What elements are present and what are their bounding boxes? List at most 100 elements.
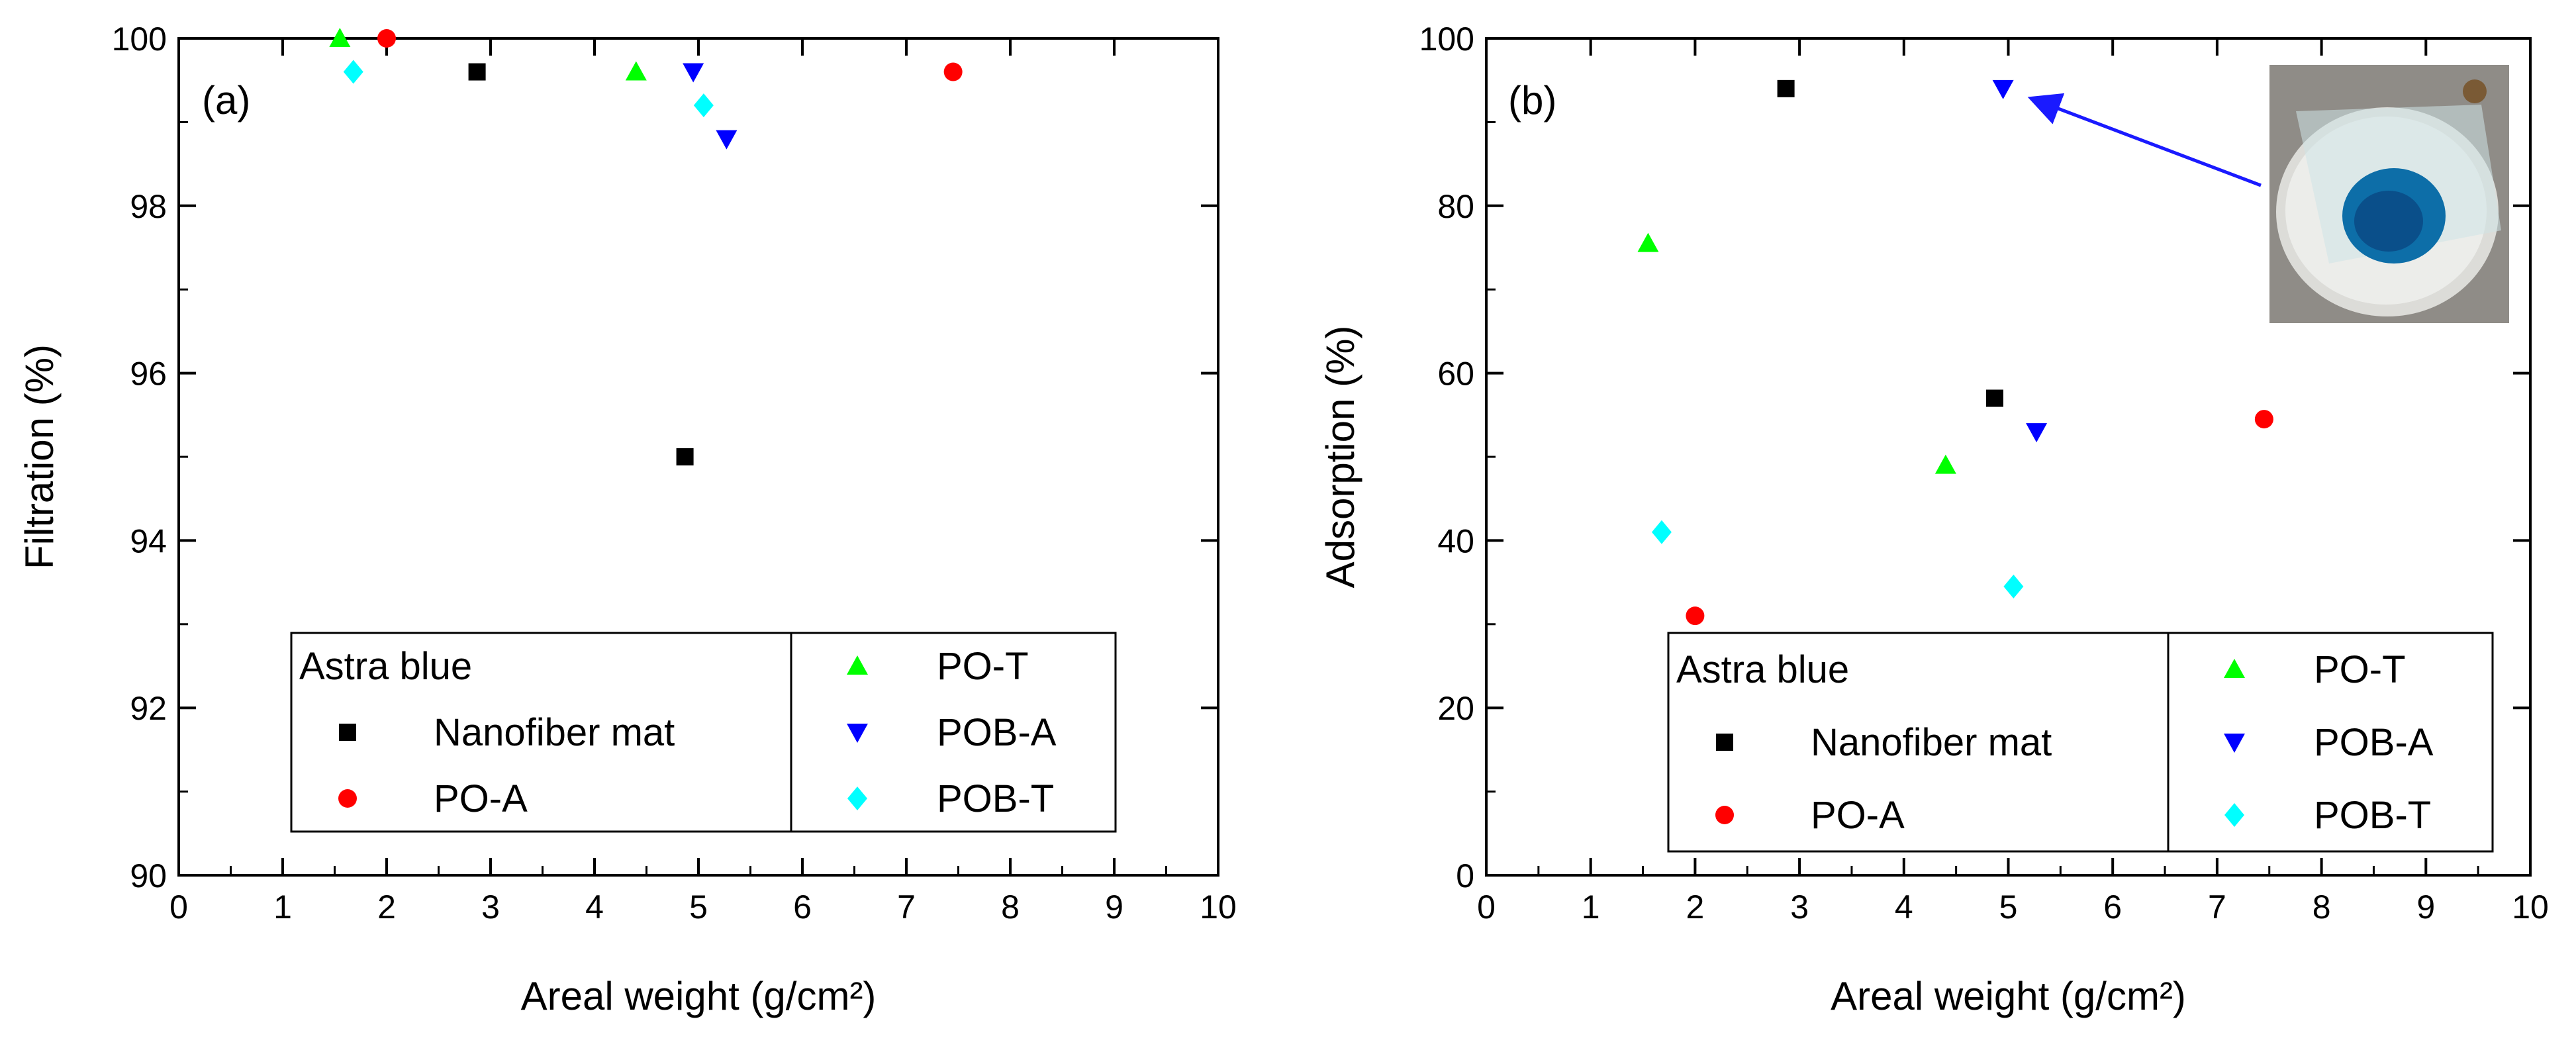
legend-label: POB-T bbox=[937, 777, 1054, 820]
series-pob-t bbox=[343, 60, 714, 118]
legend-marker bbox=[847, 655, 868, 675]
data-point bbox=[693, 93, 714, 118]
x-tick-label: 3 bbox=[1790, 888, 1809, 926]
data-point bbox=[343, 60, 363, 84]
series-po-t bbox=[329, 28, 647, 81]
annotation-arrow bbox=[2027, 93, 2262, 187]
legend-marker bbox=[1715, 806, 1734, 824]
data-point bbox=[943, 62, 963, 81]
x-tick-label: 10 bbox=[2512, 888, 2549, 926]
y-tick-label: 92 bbox=[130, 690, 167, 727]
series-pob-a bbox=[1992, 79, 2048, 443]
data-point bbox=[329, 28, 351, 47]
series-pob-t bbox=[1651, 520, 2024, 599]
legend: Astra blue Nanofiber mat PO-A PO-T POB-A POB-… bbox=[290, 632, 1117, 833]
x-tick-label: 9 bbox=[1105, 888, 1123, 926]
data-point bbox=[676, 448, 694, 465]
y-axis-title: Adsorption (%) bbox=[1318, 326, 1362, 589]
y-tick-label: 80 bbox=[1437, 188, 1474, 225]
x-tick-label: 0 bbox=[1477, 888, 1496, 926]
data-point bbox=[625, 61, 647, 81]
y-tick-label: 90 bbox=[130, 857, 167, 894]
y-tick-label: 40 bbox=[1437, 522, 1474, 559]
legend-marker bbox=[847, 787, 867, 810]
legend-marker bbox=[2224, 734, 2245, 753]
legend-label: POB-A bbox=[937, 711, 1057, 754]
x-tick-label: 10 bbox=[1200, 888, 1237, 926]
y-tick-label: 100 bbox=[112, 21, 167, 58]
x-tick-label: 7 bbox=[2208, 888, 2226, 926]
data-point bbox=[468, 63, 486, 81]
x-tick-label: 9 bbox=[2416, 888, 2435, 926]
legend-label: PO-A bbox=[1811, 794, 1905, 837]
panel-a: 0 1 2 3 4 5 6 7 8 9 10 90 92 94 96 98 100 Areal weight (g… bbox=[17, 21, 1237, 1018]
legend-label: PO-T bbox=[937, 645, 1029, 688]
data-point bbox=[1637, 232, 1659, 252]
legend-marker bbox=[847, 724, 868, 743]
legend-label: POB-A bbox=[2314, 721, 2434, 764]
legend-box bbox=[290, 632, 1117, 833]
data-point bbox=[2026, 423, 2048, 443]
legend-title: Astra blue bbox=[1676, 648, 1849, 691]
series-po-a bbox=[377, 29, 963, 81]
data-point bbox=[1686, 606, 1705, 626]
x-tick-label: 5 bbox=[689, 888, 708, 926]
data-point bbox=[1992, 79, 2014, 99]
x-tick-label: 1 bbox=[1582, 888, 1600, 926]
y-tick-label: 98 bbox=[130, 188, 167, 225]
series-nanofiber-mat bbox=[468, 63, 694, 465]
legend-marker bbox=[1716, 734, 1733, 751]
data-point bbox=[683, 63, 704, 83]
data-point bbox=[1985, 389, 2003, 407]
data-point bbox=[1777, 79, 1795, 97]
legend-marker bbox=[339, 724, 356, 741]
series-po-t bbox=[1637, 232, 1956, 474]
data-point bbox=[377, 29, 396, 48]
x-tick-label: 8 bbox=[1001, 888, 1020, 926]
x-axis-title: Areal weight (g/cm²) bbox=[1831, 974, 2186, 1018]
x-axis-title: Areal weight (g/cm²) bbox=[521, 974, 877, 1018]
legend-box bbox=[1667, 632, 2494, 853]
data-point bbox=[1651, 520, 1672, 544]
legend-label: Nanofiber mat bbox=[434, 711, 675, 754]
panel-label: (b) bbox=[1508, 78, 1556, 122]
x-tick-label: 6 bbox=[793, 888, 812, 926]
y-tick-label: 60 bbox=[1437, 356, 1474, 393]
inset-photo-blue-core bbox=[2354, 191, 2423, 252]
legend-marker bbox=[2224, 803, 2244, 827]
data-point bbox=[2003, 574, 2024, 599]
y-tick-label: 20 bbox=[1437, 690, 1474, 727]
x-tick-label: 7 bbox=[897, 888, 916, 926]
series-nanofiber-mat bbox=[1777, 79, 2003, 407]
legend-marker bbox=[338, 789, 357, 808]
series-pob-a bbox=[683, 63, 738, 150]
panel-label: (a) bbox=[202, 78, 250, 122]
x-tick-label: 5 bbox=[1999, 888, 2018, 926]
legend: Astra blue Nanofiber mat PO-A PO-T POB-A POB-… bbox=[1667, 632, 2494, 853]
x-tick-label: 4 bbox=[585, 888, 604, 926]
y-tick-label: 94 bbox=[130, 522, 167, 559]
x-tick-label: 2 bbox=[377, 888, 396, 926]
y-axis-title: Filtration (%) bbox=[17, 344, 62, 569]
x-tick-label: 8 bbox=[2313, 888, 2331, 926]
legend-title: Astra blue bbox=[299, 645, 472, 688]
y-tick-label: 96 bbox=[130, 356, 167, 393]
data-point bbox=[716, 130, 738, 150]
legend-label: PO-A bbox=[434, 777, 528, 820]
legend-label: POB-T bbox=[2314, 794, 2431, 837]
inset-photo bbox=[2269, 65, 2509, 323]
y-tick-label: 100 bbox=[1419, 21, 1474, 58]
x-tick-label: 1 bbox=[273, 888, 292, 926]
legend-label: PO-T bbox=[2314, 648, 2406, 691]
x-tick-label: 3 bbox=[481, 888, 500, 926]
legend-label: Nanofiber mat bbox=[1811, 721, 2052, 764]
x-tick-label: 2 bbox=[1686, 888, 1704, 926]
data-point bbox=[2254, 410, 2273, 429]
legend-marker bbox=[2224, 659, 2245, 678]
x-tick-label: 6 bbox=[2103, 888, 2122, 926]
series-po-a bbox=[1686, 410, 2273, 626]
data-point bbox=[1934, 454, 1956, 474]
